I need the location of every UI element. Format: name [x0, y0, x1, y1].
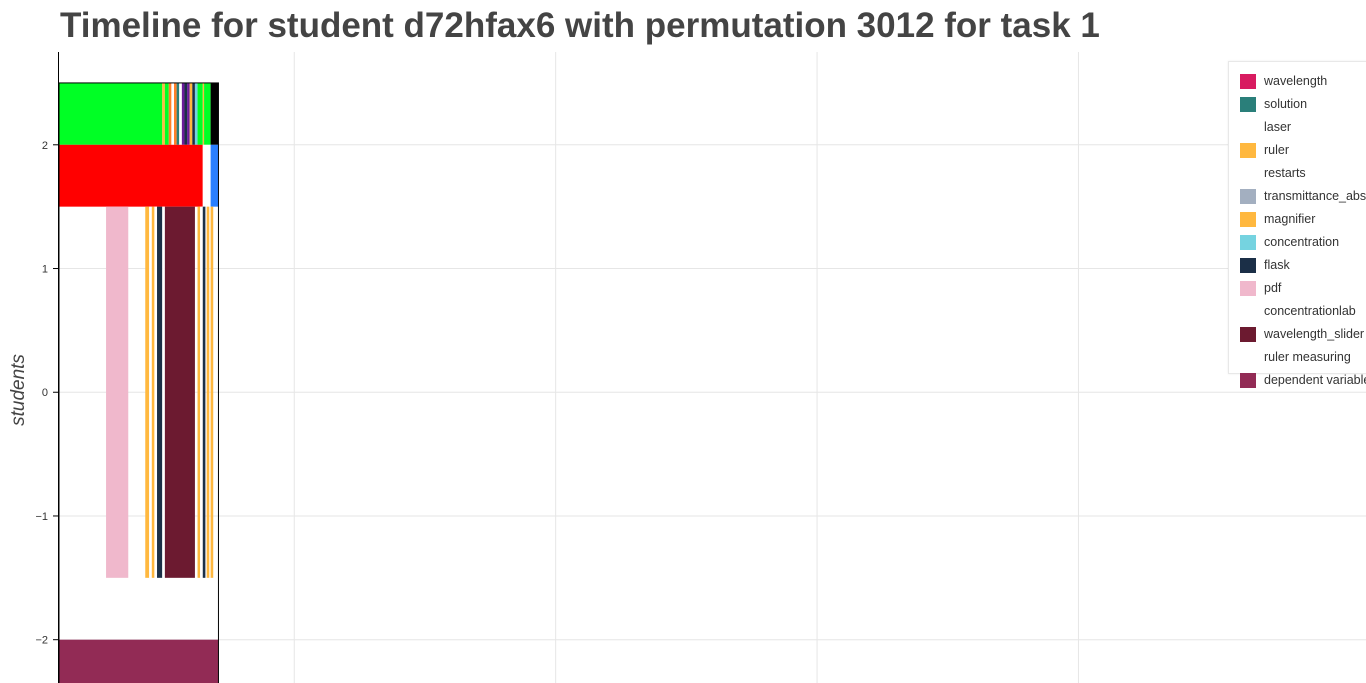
legend-swatch: [1240, 234, 1256, 250]
legend-item[interactable]: restarts: [1240, 165, 1306, 181]
legend-swatch: [1240, 165, 1256, 181]
legend-label: wavelength: [1264, 74, 1328, 88]
y-tick-label-4: −2: [35, 635, 48, 647]
legend-item[interactable]: concentration: [1240, 234, 1339, 250]
bar-segment-0-0: [59, 82, 163, 145]
bar-segment-0-12: [192, 82, 195, 145]
legend-swatch: [1240, 96, 1256, 112]
legend-label: magnifier: [1264, 212, 1316, 226]
bar-segment-0-4: [171, 82, 175, 145]
legend-item[interactable]: concentrationlab: [1240, 303, 1356, 319]
y-tick-label-3: −1: [35, 511, 48, 523]
legend-swatch: [1240, 349, 1256, 365]
legend-label: dependent variable: [1264, 373, 1366, 387]
legend-label: concentrationlab: [1264, 304, 1356, 318]
legend-label: solution: [1264, 97, 1308, 111]
bar-segment-2-4: [154, 206, 158, 578]
bar-segment-0-2: [164, 82, 169, 145]
bar-segment-2-10: [202, 206, 206, 578]
bar-segment-2-2: [149, 206, 152, 578]
bar-segment-0-3: [168, 82, 172, 145]
legend-item[interactable]: magnifier: [1240, 211, 1315, 227]
legend-swatch: [1240, 257, 1256, 273]
bar-segment-0-14: [197, 82, 203, 145]
bar-segment-0-8: [181, 82, 185, 145]
legend-item[interactable]: solution: [1240, 96, 1307, 112]
bar-segment-0-10: [187, 82, 190, 145]
bar-segment-0-15: [202, 82, 205, 145]
legend-label: restarts: [1264, 166, 1306, 180]
bar-segment-1-1: [202, 144, 211, 207]
bar-segment-0-6: [176, 82, 180, 145]
bar-segment-1-0: [59, 144, 203, 207]
legend-swatch: [1240, 280, 1256, 296]
legend-label: concentration: [1264, 235, 1340, 249]
legend-item[interactable]: transmittance_abs: [1240, 188, 1366, 204]
legend-label: flask: [1264, 258, 1290, 272]
bar-segment-2-1: [145, 206, 150, 578]
bar-segment-1-2: [210, 144, 219, 207]
legend-swatch: [1240, 188, 1256, 204]
y-axis: 2 1 0 −1 −2: [35, 52, 59, 683]
bar-segment-2-6: [162, 206, 165, 578]
legend-label: pdf: [1264, 281, 1282, 295]
bar-segment-0-17: [210, 82, 219, 145]
timeline-bars: [59, 82, 219, 683]
legend-item[interactable]: wavelength_slider: [1240, 326, 1364, 342]
y-tick-label-2: 0: [42, 387, 48, 399]
legend-item[interactable]: ruler: [1240, 142, 1289, 158]
bar-segment-0-13: [194, 82, 198, 145]
legend-item[interactable]: dependent variable: [1240, 372, 1366, 388]
bar-segment-2-11: [206, 206, 210, 578]
legend-swatch: [1240, 211, 1256, 227]
bar-segment-0-16: [204, 82, 211, 145]
bar-segment-0-11: [189, 82, 193, 145]
legend-item[interactable]: pdf: [1240, 280, 1281, 296]
bar-segment-2-12: [210, 206, 214, 578]
bar-segment-2-7: [164, 206, 195, 578]
y-tick-label-0: 2: [42, 140, 48, 152]
legend: wavelength solution laser ruler restarts tran…: [1228, 61, 1366, 388]
legend-label: transmittance_abs: [1264, 189, 1366, 203]
bar-segment-0-9: [184, 82, 188, 145]
bar-segment-2-8: [197, 206, 201, 578]
legend-label: ruler: [1264, 143, 1290, 157]
bar-segment-2-3: [151, 206, 155, 578]
legend-item[interactable]: ruler measuring: [1240, 349, 1351, 365]
bar-segment-2-0: [106, 206, 129, 578]
legend-swatch: [1240, 119, 1256, 135]
bar-segment-0-1: [162, 82, 165, 145]
y-tick-label-1: 1: [42, 264, 48, 276]
y-gridlines: [59, 144, 1366, 641]
legend-item[interactable]: wavelength: [1240, 73, 1327, 89]
bar-segment-2-5: [157, 206, 163, 578]
bar-segment-0-5: [174, 82, 177, 145]
chart-title: Timeline for student d72hfax6 with permu…: [60, 6, 1100, 45]
bar-segment-3-0: [59, 639, 219, 683]
legend-label: ruler measuring: [1264, 350, 1351, 364]
legend-label: laser: [1264, 120, 1292, 134]
legend-swatch: [1240, 326, 1256, 342]
bar-segment-0-7: [179, 82, 182, 145]
legend-item[interactable]: flask: [1240, 257, 1290, 273]
legend-label: wavelength_slider: [1264, 327, 1365, 341]
legend-swatch: [1240, 142, 1256, 158]
legend-swatch: [1240, 303, 1256, 319]
bar-segment-2-9: [200, 206, 203, 578]
legend-swatch: [1240, 372, 1256, 388]
y-axis-label: students: [8, 354, 29, 426]
legend-swatch: [1240, 73, 1256, 89]
legend-item[interactable]: laser: [1240, 119, 1291, 135]
x-gridlines: [293, 52, 1079, 683]
